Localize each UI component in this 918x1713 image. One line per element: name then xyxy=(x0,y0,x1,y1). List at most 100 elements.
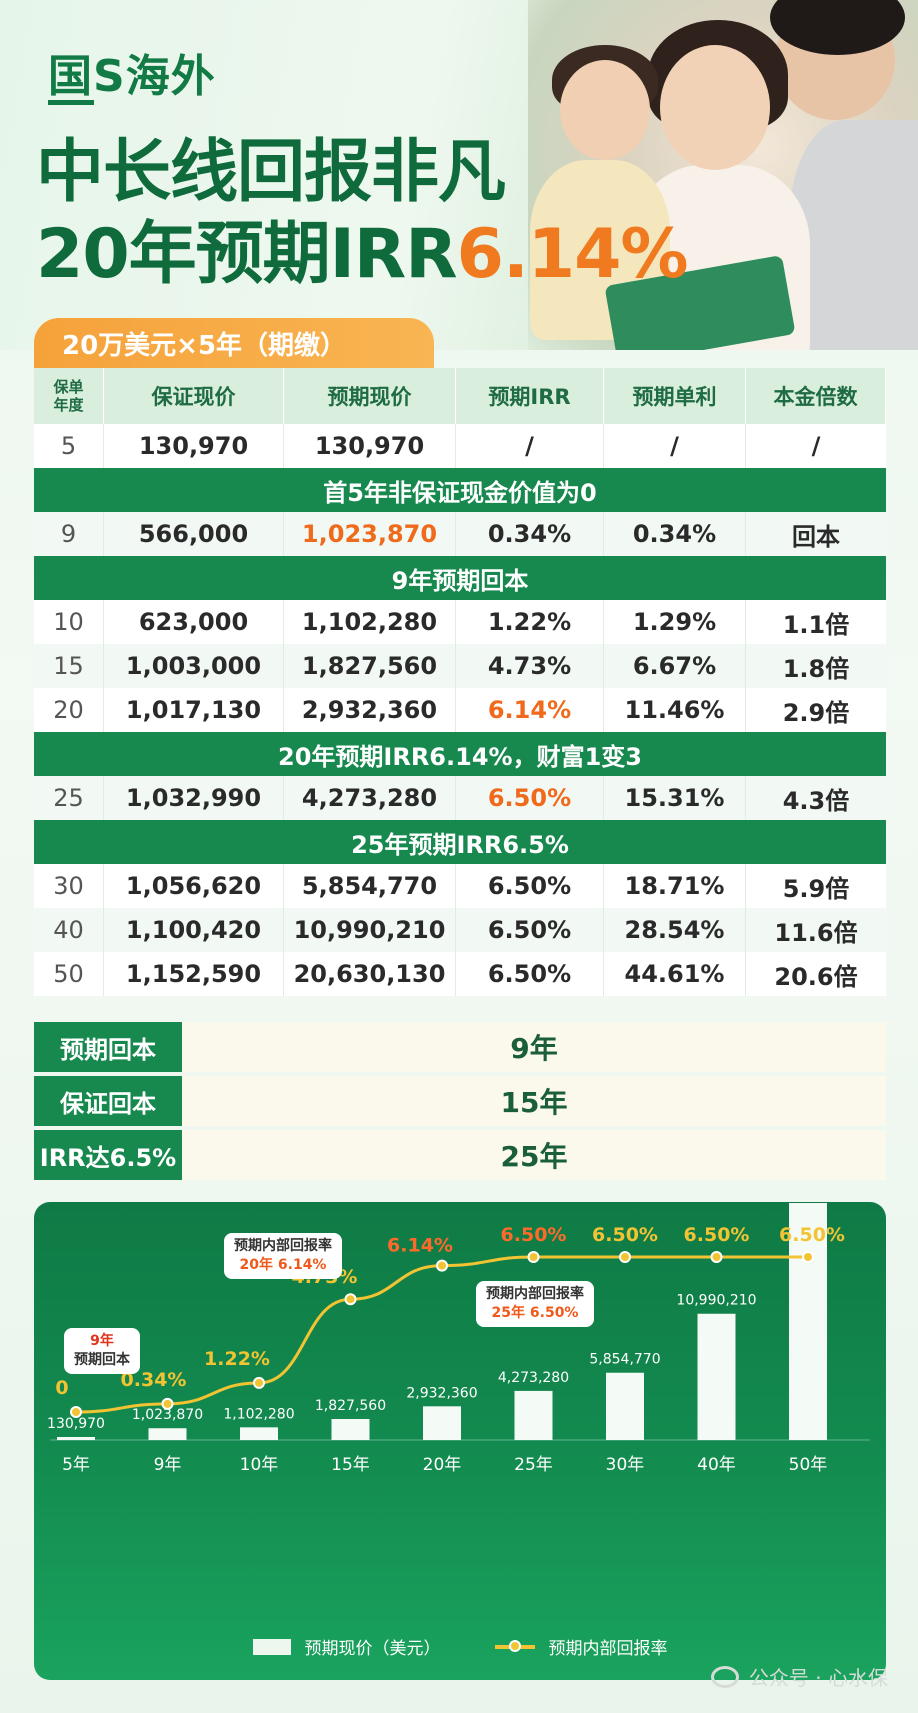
chart-card: 130,970 1,023,870 1,102,280 1,827,560 2,932,… xyxy=(34,1202,886,1680)
bar-7 xyxy=(697,1313,736,1440)
bar-label-3: 1,827,560 xyxy=(315,1398,386,1414)
col-header-expected: 预期现价 xyxy=(284,368,456,424)
table-banner: 首5年非保证现金价值为0 xyxy=(34,468,886,512)
cell-year: 15 xyxy=(34,644,104,688)
irr-point-0 xyxy=(70,1406,82,1418)
table-row: 5 130,970 130,970// / xyxy=(34,424,886,468)
cell-guaranteed: 1,032,990 xyxy=(104,776,284,820)
table-row: 10 623,000 1,102,280 1.22% 1.29% 1.1倍 xyxy=(34,600,886,644)
col-header-multiple: 本金倍数 xyxy=(746,368,886,424)
headline-line1: 中长线回报非凡 xyxy=(36,133,506,212)
cell-simple: / xyxy=(604,424,746,468)
callout-irr-25-line1: 预期内部回报率 xyxy=(486,1286,584,1302)
cell-guaranteed: 1,100,420 xyxy=(104,908,284,952)
irr-label-7: 6.50% xyxy=(684,1224,750,1246)
bar-label-0: 130,970 xyxy=(47,1416,105,1432)
bar-label-6: 5,854,770 xyxy=(589,1352,660,1368)
cell-expected: 1,102,280 xyxy=(284,600,456,644)
irr-line xyxy=(75,1255,808,1414)
cell-expected: 10,990,210 xyxy=(284,908,456,952)
irr-point-6 xyxy=(619,1251,631,1263)
table-row: 30 1,056,620 5,854,770 6.50% 18.71% 5.9倍 xyxy=(34,864,886,908)
callout-irr-20-line1: 预期内部回报率 xyxy=(234,1238,332,1254)
chart-legend: 预期现价（美元） 预期内部回报率 xyxy=(34,1634,886,1659)
irr-point-1 xyxy=(161,1397,174,1410)
cell-year: 5 xyxy=(34,424,104,468)
cell-irr: 0.34% xyxy=(456,512,604,556)
legend-item-bar: 预期现价（美元） xyxy=(252,1634,441,1659)
cell-multiple: / xyxy=(811,432,821,460)
table-row: 15 1,003,000 1,827,560 4.73% 6.67% 1.8倍 xyxy=(34,644,886,688)
legend-label-line: 预期内部回报率 xyxy=(548,1639,668,1659)
cell-year: 50 xyxy=(34,952,104,996)
cell-simple: 44.61% xyxy=(604,952,746,996)
cell-expected: 1,023,870 xyxy=(284,512,456,556)
table-row: 25 1,032,990 4,273,280 6.50% 15.31% 4.3倍 xyxy=(34,776,886,820)
irr-label-4: 6.14% xyxy=(387,1235,453,1257)
summary-value: 25年 xyxy=(182,1130,886,1180)
cell-expected: 20,630,130 xyxy=(284,952,456,996)
photo-mom-head xyxy=(660,45,770,170)
cell-simple: 18.71% xyxy=(604,864,746,908)
cell-expected: 1,827,560 xyxy=(284,644,456,688)
legend-item-line: 预期内部回报率 xyxy=(494,1634,668,1659)
photo-girl-head xyxy=(560,60,650,160)
cell-multiple: 回本 xyxy=(792,522,840,551)
brand-underline xyxy=(48,100,94,105)
cell-guaranteed: 623,000 xyxy=(104,600,284,644)
irr-point-7 xyxy=(710,1251,723,1263)
col-header-year: 保单 年度 xyxy=(34,368,104,424)
table-row: 50 1,152,590 20,630,130 6.50% 44.61% 20.6倍 xyxy=(34,952,886,996)
x-tick-7: 40年 xyxy=(697,1455,736,1475)
cell-multiple: 20.6倍 xyxy=(774,962,858,991)
callout-irr-20-line2: 20年 6.14% xyxy=(239,1257,327,1273)
cell-simple: 11.46% xyxy=(604,688,746,732)
x-tick-6: 30年 xyxy=(606,1455,645,1475)
callout-irr-25-line2: 25年 6.50% xyxy=(491,1305,579,1321)
headline-line2: 20年预期IRR6.14% xyxy=(36,214,689,296)
cell-guaranteed: 566,000 xyxy=(104,512,284,556)
irr-label-5: 6.50% xyxy=(501,1224,567,1246)
cell-multiple: 1.1倍 xyxy=(782,610,850,639)
cell-multiple: 4.3倍 xyxy=(782,786,850,815)
cell-simple: 28.54% xyxy=(604,908,746,952)
irr-label-0: 0 xyxy=(55,1377,68,1399)
table-banner: 9年预期回本 xyxy=(34,556,886,600)
table-row: 9 566,000 1,023,870 0.34% 0.34% 回本 xyxy=(34,512,886,556)
bar-label-5: 4,273,280 xyxy=(498,1370,569,1386)
cell-irr: 6.50% xyxy=(456,908,604,952)
table-banner: 25年预期IRR6.5% xyxy=(34,820,886,864)
callout-irr-20: 预期内部回报率 20年 6.14% xyxy=(224,1233,342,1279)
table-row: 20 1,017,130 2,932,360 6.14% 11.46% 2.9倍 xyxy=(34,688,886,732)
cell-year: 30 xyxy=(34,864,104,908)
bar-6 xyxy=(606,1372,644,1440)
summary-label: 保证回本 xyxy=(34,1076,182,1126)
bar-4 xyxy=(423,1406,461,1440)
table-header: 保单 年度 保证现价 预期现价 预期IRR 预期单利 本金倍数 xyxy=(34,368,886,424)
combo-chart: 130,970 1,023,870 1,102,280 1,827,560 2,932,… xyxy=(47,1203,870,1475)
x-tick-2: 10年 xyxy=(240,1455,279,1475)
cell-irr: 4.73% xyxy=(456,644,604,688)
summary-value: 15年 xyxy=(182,1076,886,1126)
bar-5 xyxy=(514,1390,553,1440)
irr-point-2 xyxy=(253,1376,265,1389)
cell-simple: 6.67% xyxy=(604,644,746,688)
irr-label-6: 6.50% xyxy=(592,1224,658,1246)
cell-guaranteed: 130,970 xyxy=(104,424,284,468)
summary-label: 预期回本 xyxy=(34,1022,182,1072)
cell-guaranteed: 1,152,590 xyxy=(104,952,284,996)
summary-row: 预期回本 9年 xyxy=(34,1022,886,1072)
summary-row: IRR达6.5% 25年 xyxy=(34,1130,886,1180)
x-tick-4: 20年 xyxy=(423,1455,462,1475)
col-header-irr: 预期IRR xyxy=(456,368,604,424)
col-header-guaranteed: 保证现价 xyxy=(104,368,284,424)
watermark-text: 公众号 · 心水保 xyxy=(748,1666,888,1690)
cell-simple: 15.31% xyxy=(604,776,746,820)
hero-banner: 国S海外 中长线回报非凡 20年预期IRR6.14% xyxy=(0,0,918,350)
watermark: 公众号 · 心水保 xyxy=(710,1662,888,1691)
cell-multiple: 1.8倍 xyxy=(782,654,850,683)
cell-year: 20 xyxy=(34,688,104,732)
irr-point-8 xyxy=(802,1251,814,1263)
cell-multiple: 5.9倍 xyxy=(782,874,850,903)
x-tick-1: 9年 xyxy=(154,1455,182,1475)
